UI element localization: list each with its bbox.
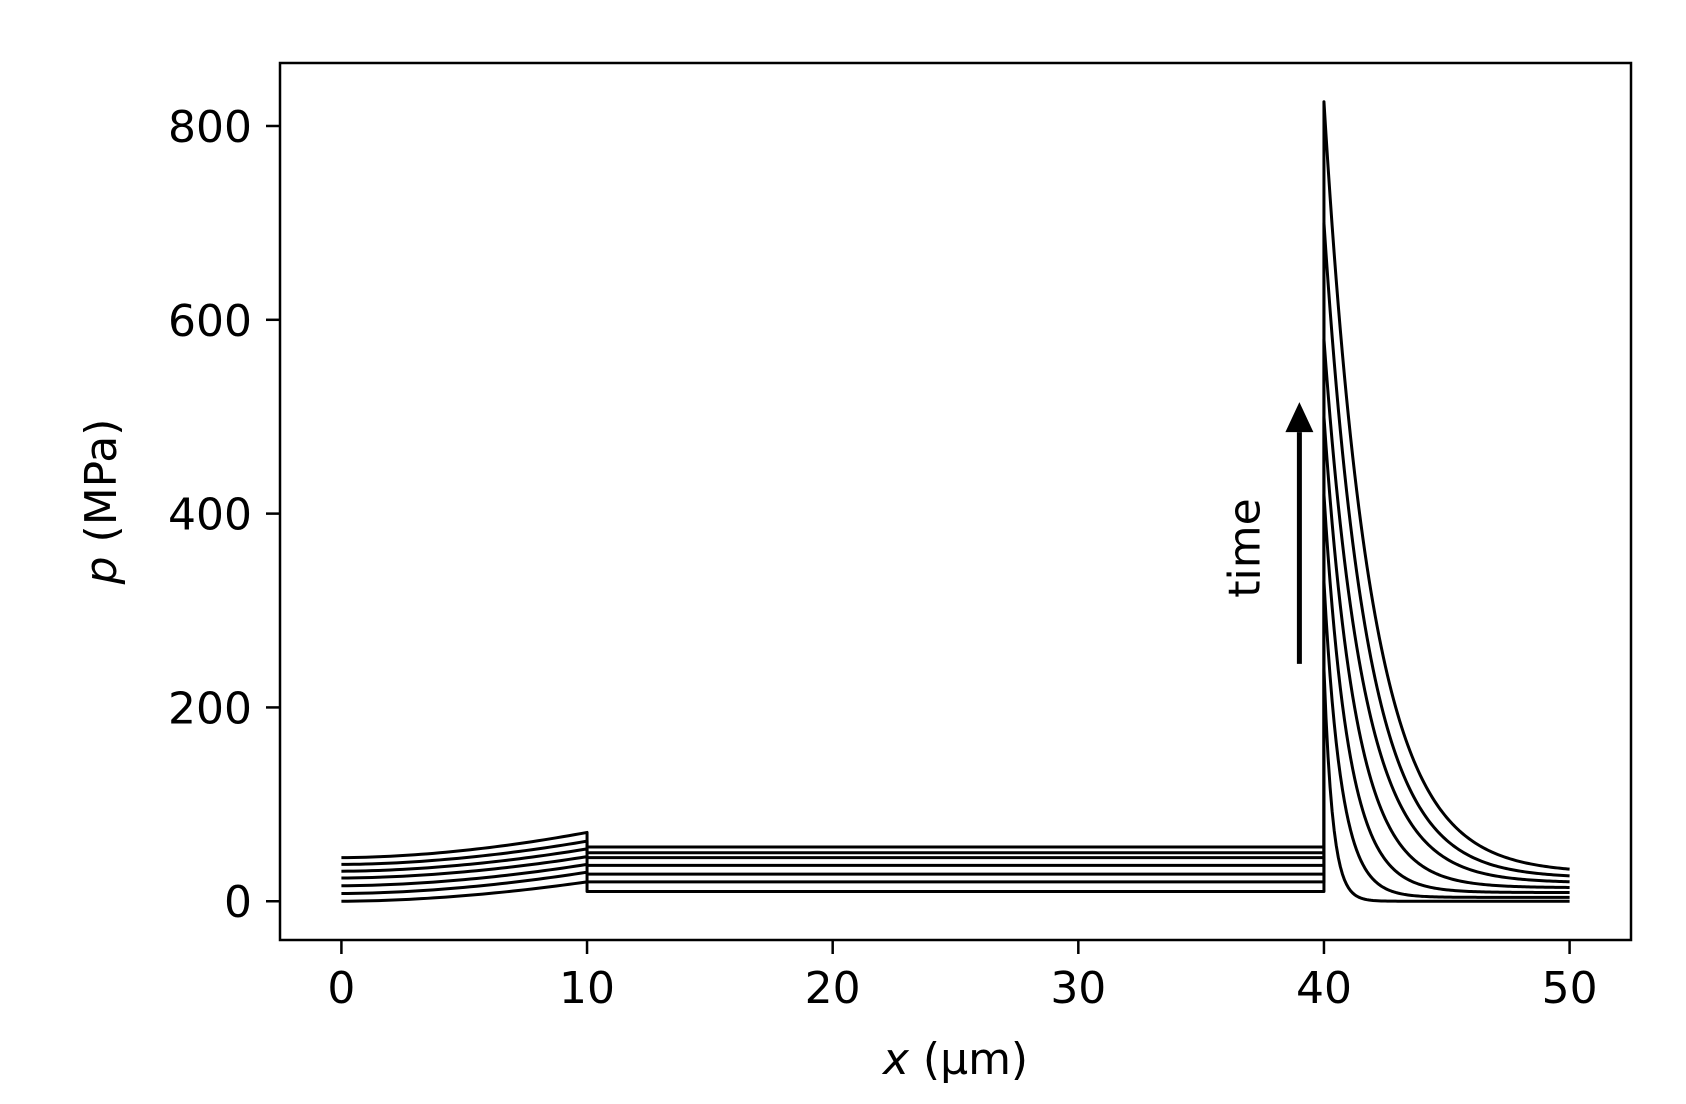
series-line xyxy=(341,100,1570,871)
y-axis-label-var: p xyxy=(76,556,127,585)
x-tick-label: 50 xyxy=(1542,963,1598,1014)
y-tick-label: 400 xyxy=(168,490,252,541)
plot-frame xyxy=(278,61,1633,942)
y-tick-label: 0 xyxy=(224,877,252,928)
x-axis-label-var: x xyxy=(881,1034,910,1085)
time-arrowhead xyxy=(1285,402,1314,433)
annotation-layer: time xyxy=(1219,402,1314,664)
series-layer xyxy=(341,100,1570,903)
y-axis: 0 200 400 600 800 xyxy=(168,102,280,928)
time-annotation: time xyxy=(1219,498,1270,597)
series-line xyxy=(341,337,1570,884)
series-line xyxy=(341,221,1570,878)
x-tick-label: 40 xyxy=(1296,963,1352,1014)
y-tick-label: 800 xyxy=(168,102,252,153)
series-line xyxy=(341,492,1570,894)
x-axis-label: x (μm) xyxy=(881,1034,1028,1085)
x-tick-label: 10 xyxy=(559,963,615,1014)
x-tick-label: 0 xyxy=(327,963,355,1014)
series-line xyxy=(341,579,1570,899)
y-axis-label-unit: (MPa) xyxy=(76,419,127,557)
y-tick-label: 200 xyxy=(168,683,252,734)
x-tick-label: 20 xyxy=(805,963,861,1014)
x-axis-label-unit: (μm) xyxy=(909,1034,1028,1085)
x-tick-label: 30 xyxy=(1050,963,1106,1014)
series-line xyxy=(341,667,1570,903)
y-axis-label: p (MPa) xyxy=(76,419,127,586)
y-tick-label: 600 xyxy=(168,296,252,347)
x-axis: 0 10 20 30 40 50 xyxy=(327,940,1598,1014)
series-line xyxy=(341,415,1570,889)
